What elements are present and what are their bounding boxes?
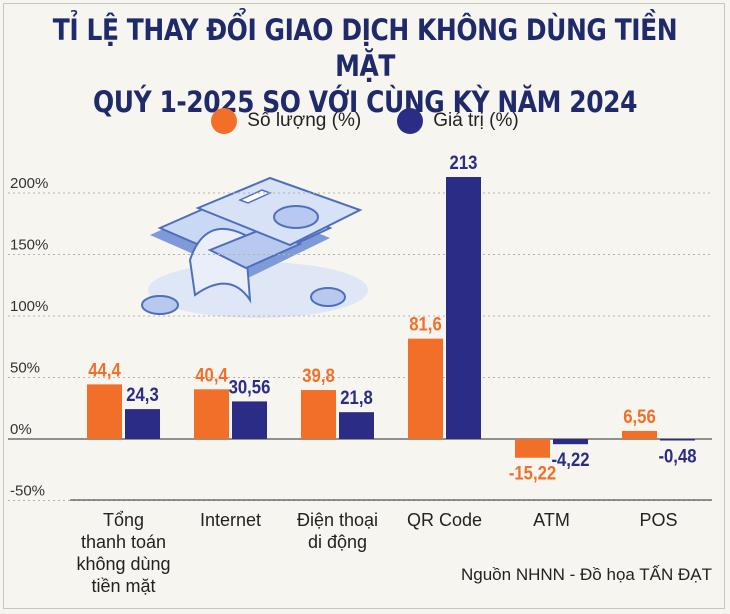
data-label: 21,8 <box>340 387 373 408</box>
x-tick-label: Điện thoại <box>297 510 378 530</box>
x-tick-label: tiền mặt <box>91 576 155 596</box>
bar-gia-tri <box>339 412 374 439</box>
x-tick-label: QR Code <box>407 510 482 530</box>
legend-label-gia-tri: Giá trị (%) <box>433 110 519 131</box>
y-tick-label: 200% <box>10 175 48 192</box>
x-tick-label: Tổng <box>103 510 144 530</box>
legend-swatch-navy <box>397 108 424 134</box>
bar-so-luong <box>408 338 443 439</box>
data-label: 44,4 <box>88 359 121 380</box>
bar-so-luong <box>87 384 122 439</box>
legend: Số lượng (%) Giá trị (%) <box>0 108 730 134</box>
source-credit: Nguồn NHNN - Đồ họa TẤN ĐẠT <box>461 565 712 584</box>
bar-gia-tri <box>446 177 481 439</box>
bar-gia-tri <box>232 401 267 439</box>
data-label: 30,56 <box>229 376 271 397</box>
bar-so-luong <box>301 390 336 439</box>
y-tick-label: 100% <box>10 298 48 315</box>
bar-so-luong <box>515 439 550 458</box>
bar-so-luong <box>194 389 229 439</box>
bar-gia-tri <box>125 409 160 439</box>
title-line-1: TỈ LỆ THAY ĐỔI GIAO DỊCH KHÔNG DÙNG TIỀN… <box>52 13 678 83</box>
chart-title: TỈ LỆ THAY ĐỔI GIAO DỊCH KHÔNG DÙNG TIỀN… <box>51 12 679 120</box>
bar-so-luong <box>622 430 657 439</box>
payment-cards-illustration <box>141 176 368 318</box>
data-label: -15,22 <box>509 463 556 484</box>
data-label: -4,22 <box>551 449 589 470</box>
x-tick-label: không dùng <box>76 554 170 574</box>
legend-label-so-luong: Số lượng (%) <box>247 110 362 131</box>
title-line-2: QUÝ 1-2025 SO VỚI CÙNG KỲ NĂM 2024 <box>92 85 638 119</box>
x-tick-label: POS <box>639 510 677 530</box>
bar-gia-tri <box>660 439 695 441</box>
bar-gia-tri <box>553 439 588 445</box>
x-tick-label: Internet <box>200 510 261 530</box>
data-label: 81,6 <box>409 314 442 335</box>
data-label: 24,3 <box>126 384 159 405</box>
y-tick-label: -50% <box>10 483 45 500</box>
legend-item-gia-tri: Giá trị (%) <box>397 108 519 134</box>
x-tick-label: thanh toán <box>81 532 166 552</box>
y-tick-label: 50% <box>10 360 40 377</box>
x-tick-label: di động <box>308 532 367 552</box>
data-label: -0,48 <box>658 446 696 467</box>
chart-frame <box>3 3 725 609</box>
data-label: 213 <box>450 152 478 173</box>
x-tick-label: ATM <box>533 510 570 530</box>
data-label: 6,56 <box>623 406 656 427</box>
data-label: 39,8 <box>302 365 335 386</box>
legend-swatch-orange <box>211 108 238 134</box>
legend-item-so-luong: Số lượng (%) <box>211 108 361 134</box>
y-tick-label: 150% <box>10 237 48 254</box>
data-label: 40,4 <box>195 364 228 385</box>
y-tick-label: 0% <box>10 421 32 438</box>
